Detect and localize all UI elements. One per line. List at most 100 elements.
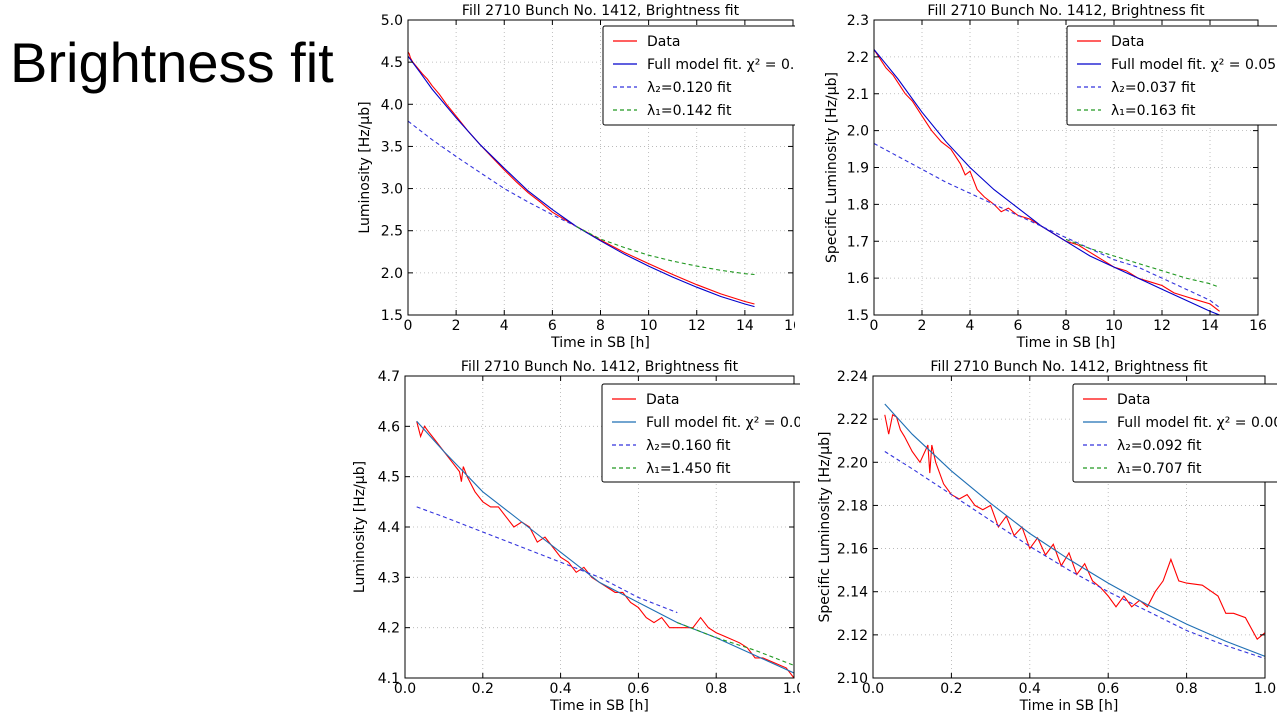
x-tick-label: 0.8 (705, 681, 727, 697)
y-axis-label: Specific Luminosity [Hz/μb] (817, 431, 833, 622)
legend-label: Full model fit. χ² = 0.0522 (1111, 57, 1277, 73)
series-line (884, 413, 1265, 641)
y-tick-label: 4.3 (378, 570, 400, 586)
y-tick-label: 2.1 (847, 87, 869, 103)
x-tick-label: 0.0 (394, 681, 416, 697)
x-tick-label: 8 (1062, 318, 1071, 334)
x-tick-label: 12 (688, 318, 706, 334)
legend-box (602, 25, 795, 126)
y-tick-label: 1.6 (847, 271, 869, 287)
legend: Data Full model fit. χ² = 0.0056 λ₂=0.092 … (1072, 383, 1277, 483)
plot-area (884, 403, 1265, 660)
legend-label: Full model fit. χ² = 0.0085 (646, 415, 800, 431)
y-tick-label: 5.0 (381, 13, 403, 29)
series-line (408, 51, 755, 305)
legend-label: Data (647, 34, 680, 50)
y-axis-label: Luminosity [Hz/μb] (357, 101, 373, 233)
x-tick-label: 14 (1201, 318, 1219, 334)
plot-area (408, 51, 755, 308)
y-tick-label: 4.2 (378, 621, 400, 637)
chart-specific-luminosity-zoom: 0.0 0.2 0.4 0.6 0.8 1.0 2.10 2.12 2.14 2.16 2.18 2.… (817, 359, 1277, 714)
legend-label: Data (1117, 392, 1150, 408)
chart-title: Fill 2710 Bunch No. 1412, Brightness fit (930, 359, 1208, 375)
series-line (576, 226, 755, 276)
series-line (874, 49, 1220, 315)
plot-area (874, 49, 1220, 315)
legend-label: λ₁=0.707 fit (1117, 461, 1202, 477)
y-tick-label: 2.3 (847, 13, 869, 29)
plot-frame (872, 375, 1266, 679)
x-tick-label: 0 (870, 318, 879, 334)
legend-label: Full model fit. χ² = 0.1633 (647, 57, 795, 73)
chart-title: Fill 2710 Bunch No. 1412, Brightness fit (461, 359, 739, 375)
legend-label: λ₁=0.142 fit (647, 103, 732, 119)
slide-title: Brightness fit (10, 31, 334, 94)
y-tick-label: 4.1 (378, 671, 400, 687)
legend: Data Full model fit. χ² = 0.0085 λ₂=0.160 … (601, 383, 800, 483)
x-tick-label: 6 (548, 318, 557, 334)
legend: Data Full model fit. χ² = 0.1633 λ₂=0.120 … (602, 25, 795, 126)
x-tick-label: 2 (452, 318, 461, 334)
x-tick-label: 12 (1153, 318, 1171, 334)
legend-label: λ₂=0.120 fit (647, 80, 732, 96)
x-tick-label: 0.4 (549, 681, 571, 697)
y-tick-label: 2.20 (837, 455, 868, 471)
y-tick-label: 3.0 (381, 182, 403, 198)
x-tick-label: 0.8 (1175, 681, 1197, 697)
y-tick-label: 1.5 (381, 308, 403, 324)
y-tick-label: 1.8 (847, 197, 869, 213)
y-tick-label: 4.7 (378, 369, 400, 385)
legend-label: Full model fit. χ² = 0.0056 (1117, 415, 1277, 431)
chart-luminosity-full: 0 2 4 6 8 10 12 14 16 1.5 2.0 2.5 3.0 3.5 4.0 4.5 5.0 Fil… (357, 3, 795, 351)
series-line (408, 120, 577, 227)
y-tick-label: 2.0 (381, 266, 403, 282)
x-axis-label: Time in SB [h] (1016, 335, 1116, 351)
x-tick-label: 10 (1105, 318, 1123, 334)
legend: Data Full model fit. χ² = 0.0522 λ₂=0.037 … (1066, 25, 1277, 126)
legend-label: λ₂=0.160 fit (646, 438, 731, 454)
x-tick-label: 0.4 (1019, 681, 1041, 697)
x-tick-label: 16 (1249, 318, 1267, 334)
chart-luminosity-zoom: 0.0 0.2 0.4 0.6 0.8 1.0 4.1 4.2 4.3 4.4 4.5 4.6 4.7 F… (352, 359, 800, 714)
x-tick-label: 2 (918, 318, 927, 334)
chart-title: Fill 2710 Bunch No. 1412, Brightness fit (462, 3, 740, 19)
x-tick-label: 0.6 (627, 681, 649, 697)
y-tick-label: 4.5 (378, 470, 400, 486)
x-tick-label: 0.2 (940, 681, 962, 697)
series-line (416, 420, 794, 674)
y-tick-label: 3.5 (381, 139, 403, 155)
y-tick-label: 2.10 (837, 671, 868, 687)
legend-label: λ₁=1.450 fit (646, 461, 731, 477)
y-tick-label: 4.4 (378, 520, 400, 536)
x-tick-label: 4 (500, 318, 509, 334)
series-line (884, 451, 1265, 660)
y-tick-label: 2.14 (837, 585, 868, 601)
x-tick-label: 1.0 (1254, 681, 1276, 697)
y-tick-label: 2.16 (837, 542, 868, 558)
x-axis-label: Time in SB [h] (549, 698, 649, 714)
legend-box (1072, 383, 1277, 483)
y-tick-label: 4.5 (381, 55, 403, 71)
plot-area (416, 420, 794, 678)
y-tick-label: 2.5 (381, 224, 403, 240)
y-tick-label: 4.6 (378, 419, 400, 435)
y-tick-label: 2.24 (837, 369, 868, 385)
legend-label: λ₂=0.037 fit (1111, 80, 1196, 96)
y-tick-label: 2.22 (837, 412, 868, 428)
y-tick-label: 2.2 (847, 50, 869, 66)
x-tick-label: 10 (640, 318, 658, 334)
x-tick-label: 14 (736, 318, 754, 334)
y-tick-label: 2.12 (837, 628, 868, 644)
x-tick-label: 16 (784, 318, 795, 334)
x-tick-label: 0.2 (472, 681, 494, 697)
x-tick-label: 1.0 (783, 681, 800, 697)
x-tick-label: 8 (596, 318, 605, 334)
x-tick-label: 0.6 (1097, 681, 1119, 697)
y-tick-label: 1.9 (847, 161, 869, 177)
x-tick-label: 0 (404, 318, 413, 334)
series-line (416, 506, 678, 614)
series-line (884, 403, 1265, 657)
x-axis-label: Time in SB [h] (550, 335, 650, 351)
legend-box (1066, 25, 1277, 126)
chart-title: Fill 2710 Bunch No. 1412, Brightness fit (927, 3, 1205, 19)
